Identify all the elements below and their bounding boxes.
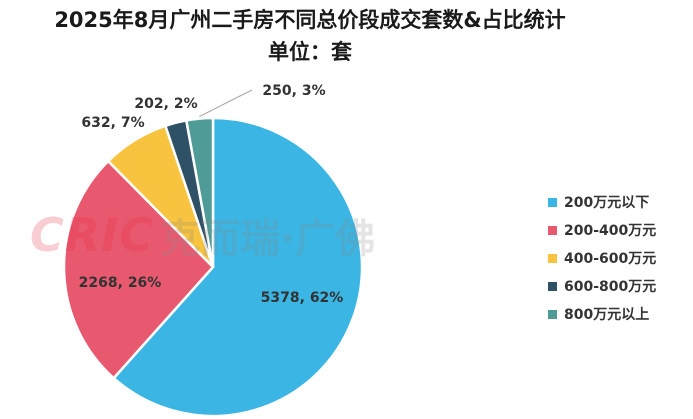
- pie-slice-1: [62, 159, 215, 380]
- data-label-3: 202, 2%: [134, 96, 197, 112]
- legend-item-1: 200-400万元: [548, 216, 656, 244]
- pie-slice-4: [185, 116, 215, 269]
- data-label-2: 632, 7%: [81, 115, 144, 131]
- legend-swatch-4: [548, 309, 557, 319]
- legend-swatch-2: [548, 253, 557, 263]
- legend-label-0: 200万元以下: [564, 195, 650, 211]
- data-label-1: 2268, 26%: [79, 275, 162, 291]
- pie-slice-0: [112, 116, 364, 418]
- data-label-0: 5378, 62%: [261, 290, 344, 306]
- legend-swatch-0: [548, 197, 557, 207]
- legend-item-4: 800万元以上: [548, 300, 656, 328]
- legend-item-0: 200万元以下: [548, 188, 656, 216]
- legend-swatch-1: [548, 225, 557, 235]
- legend-label-3: 600-800万元: [564, 279, 657, 295]
- chart-legend: 200万元以下 200-400万元 400-600万元 600-800万元 800万元以…: [548, 188, 656, 328]
- legend-label-1: 200-400万元: [564, 223, 657, 239]
- legend-swatch-3: [548, 281, 557, 291]
- chart-title: 2025年8月广州二手房不同总价段成交套数&占比统计: [54, 8, 566, 32]
- legend-item-3: 600-800万元: [548, 272, 656, 300]
- legend-label-4: 800万元以上: [564, 307, 650, 323]
- data-label-4: 250, 3%: [262, 83, 325, 99]
- chart-subtitle: 单位：套: [268, 40, 352, 64]
- leader-line-4: [199, 89, 253, 118]
- legend-item-2: 400-600万元: [548, 244, 656, 272]
- legend-label-2: 400-600万元: [564, 251, 657, 267]
